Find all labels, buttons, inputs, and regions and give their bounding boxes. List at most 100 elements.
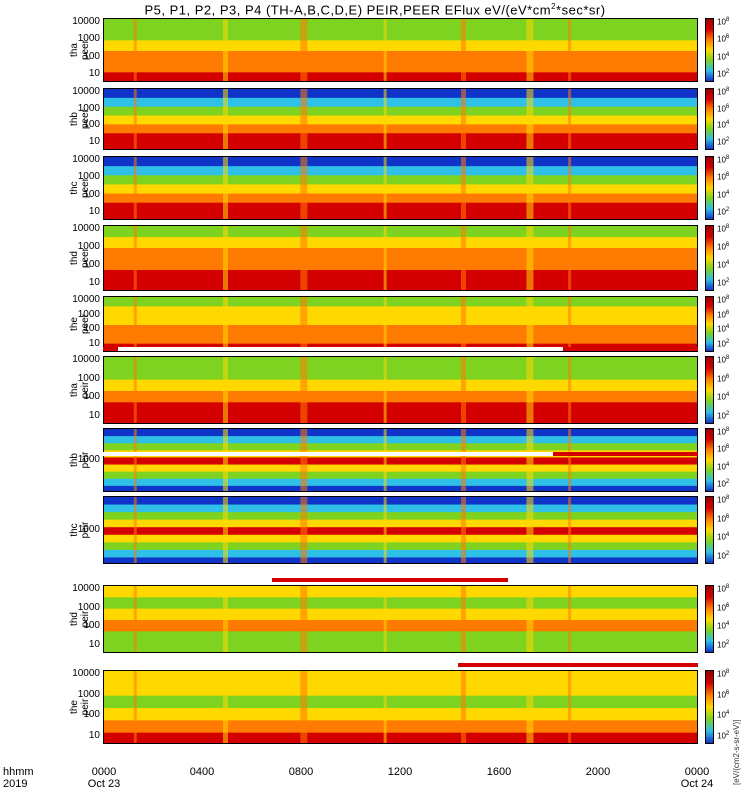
spectrogram-band (104, 237, 697, 249)
spectrogram-streak (383, 357, 387, 423)
colorbar-tick: 104 (717, 260, 730, 270)
spectrogram-streak (526, 429, 534, 491)
spectrogram-streak (300, 226, 308, 290)
colorbar-tick: 104 (717, 51, 730, 62)
colorbar-tick: 102 (717, 207, 730, 217)
spectrogram-band (104, 315, 697, 326)
colorbar-tick: 108 (717, 295, 730, 305)
spectrogram-band (104, 157, 697, 167)
spectrogram-streak (133, 89, 137, 149)
spectrogram-svg (104, 429, 697, 491)
spectrogram-band (104, 732, 697, 743)
status-bar-segment (563, 347, 698, 351)
spectrogram-band (104, 193, 697, 204)
colorbar-tick: 106 (717, 242, 730, 252)
spectrogram-svg (104, 671, 697, 743)
spectrogram-streak (568, 157, 572, 219)
spectrogram-band (104, 142, 697, 149)
spectrogram-streak (568, 226, 572, 290)
spectrogram-band (104, 115, 697, 125)
spectrogram-band (104, 429, 697, 437)
panel-ytick: 1000 (77, 372, 100, 384)
colorbar-tick: 102 (717, 339, 730, 349)
spectrogram-streak (223, 157, 228, 219)
spectrogram-band (104, 184, 697, 195)
panel-ytick: 1000 (77, 241, 100, 252)
colorbar-tick: 102 (717, 69, 730, 79)
spectrogram-streak (568, 19, 572, 81)
panel-ytick: 100 (83, 188, 100, 200)
panel-ytick: 10 (88, 639, 100, 650)
status-bar-segment (103, 663, 458, 667)
panel-ytick: 10000 (72, 223, 100, 234)
spectrogram-svg (104, 89, 697, 149)
spectrogram-streak (461, 297, 466, 351)
colorbar-tick: 106 (717, 513, 730, 524)
spectrogram-band (104, 519, 697, 528)
colorbar-tick: 102 (717, 731, 730, 741)
spectrogram-streak (300, 157, 308, 219)
panel-ytick: 100 (83, 259, 100, 270)
colorbar-label: [eV/(cm2-s-sr-eV)] (732, 719, 741, 785)
spectrogram-band (104, 124, 697, 134)
colorbar-tick: 104 (717, 120, 730, 130)
colorbar-tick: 102 (717, 411, 730, 421)
spectrogram-streak (383, 671, 387, 743)
spectrogram-band (104, 133, 697, 143)
colorbar (705, 18, 714, 82)
spectrogram-panel (103, 88, 698, 150)
colorbar-tick: 106 (717, 103, 730, 114)
spectrogram-band (104, 695, 697, 709)
spectrogram-band (104, 485, 697, 491)
spectrogram-streak (133, 497, 137, 563)
colorbar-tick: 104 (717, 189, 730, 200)
spectrogram-band (104, 597, 697, 610)
spectrogram-streak (461, 357, 466, 423)
spectrogram-streak (568, 297, 572, 351)
colorbar-tick: 106 (717, 444, 730, 454)
colorbar-tick: 104 (717, 392, 730, 402)
panel-ytick: 100 (83, 119, 100, 131)
spectrogram-streak (461, 429, 466, 491)
spectrogram-streak (300, 357, 308, 423)
panel-ytick: 10000 (72, 154, 100, 165)
spectrogram-streak (383, 19, 387, 81)
colorbar-tick: 108 (717, 155, 730, 165)
spectrogram-band (104, 464, 697, 473)
spectrogram-streak (383, 226, 387, 290)
spectrogram-streak (133, 297, 137, 351)
colorbar (705, 496, 714, 564)
spectrogram-band (104, 19, 697, 31)
spectrogram-streak (383, 429, 387, 491)
colorbar (705, 585, 714, 653)
x-tick-1: 0400 (189, 766, 215, 778)
colorbar-tick: 104 (717, 621, 730, 631)
panel-ytick: 100 (83, 709, 100, 721)
spectrogram-band (104, 202, 697, 213)
colorbar-tick: 108 (717, 427, 730, 437)
status-bar-segment (553, 452, 698, 456)
spectrogram-band (104, 97, 697, 108)
spectrogram-streak (300, 89, 308, 149)
colorbar-tick: 106 (717, 373, 730, 384)
x-tick-6: 0000 (684, 766, 710, 778)
panel-ytick: 10 (88, 338, 100, 349)
spectrogram-band (104, 671, 697, 684)
colorbar (705, 296, 714, 352)
spectrogram-streak (300, 586, 308, 652)
spectrogram-band (104, 40, 697, 52)
spectrogram-streak (223, 89, 228, 149)
panel-ytick: 10000 (72, 294, 100, 305)
spectrogram-panel (103, 428, 698, 492)
x-axis-row1-label: hhmm (3, 766, 34, 778)
spectrogram-panel (103, 225, 698, 291)
colorbar-tick: 108 (717, 17, 730, 27)
panel-ytick: 10000 (72, 583, 100, 594)
spectrogram-streak (461, 19, 466, 81)
spectrogram-streak (133, 357, 137, 423)
spectrogram-svg (104, 586, 697, 652)
spectrogram-streak (223, 586, 228, 652)
spectrogram-streak (223, 497, 228, 563)
spectrogram-streak (133, 671, 137, 743)
spectrogram-streak (461, 157, 466, 219)
